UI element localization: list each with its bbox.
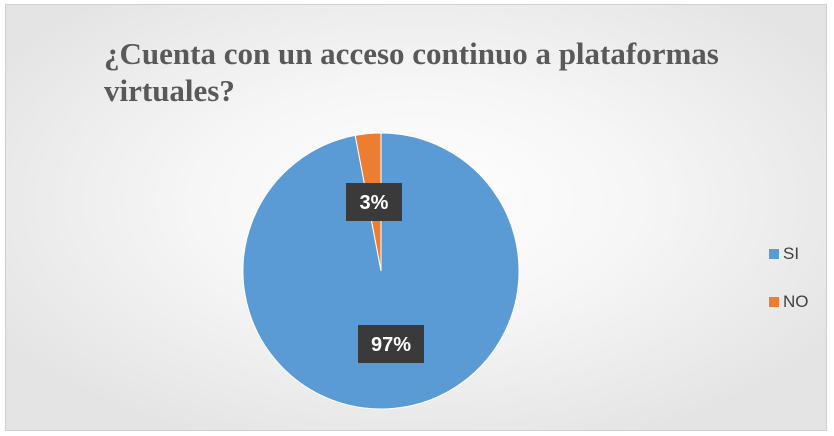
data-label-no: 3% bbox=[346, 183, 402, 221]
legend-label-no: NO bbox=[783, 292, 809, 311]
data-label-no-text: 3% bbox=[360, 192, 389, 214]
legend-swatch-no bbox=[769, 297, 779, 307]
legend: SI NO bbox=[769, 242, 809, 338]
chart-title: ¿Cuenta con un acceso continuo a platafo… bbox=[104, 36, 719, 108]
legend-item-no: NO bbox=[769, 290, 809, 314]
chart-area: ¿Cuenta con un acceso continuo a platafo… bbox=[5, 4, 827, 431]
data-label-si: 97% bbox=[358, 325, 424, 363]
legend-swatch-si bbox=[769, 249, 779, 259]
pie-slices bbox=[242, 132, 520, 410]
pie-slice-si bbox=[242, 132, 520, 410]
pie-chart: 97% 3% bbox=[242, 132, 520, 410]
legend-item-si: SI bbox=[769, 242, 809, 266]
legend-label-si: SI bbox=[783, 244, 800, 263]
data-label-no-box bbox=[346, 183, 402, 221]
data-label-si-text: 97% bbox=[371, 334, 411, 356]
data-label-si-box bbox=[358, 325, 424, 363]
